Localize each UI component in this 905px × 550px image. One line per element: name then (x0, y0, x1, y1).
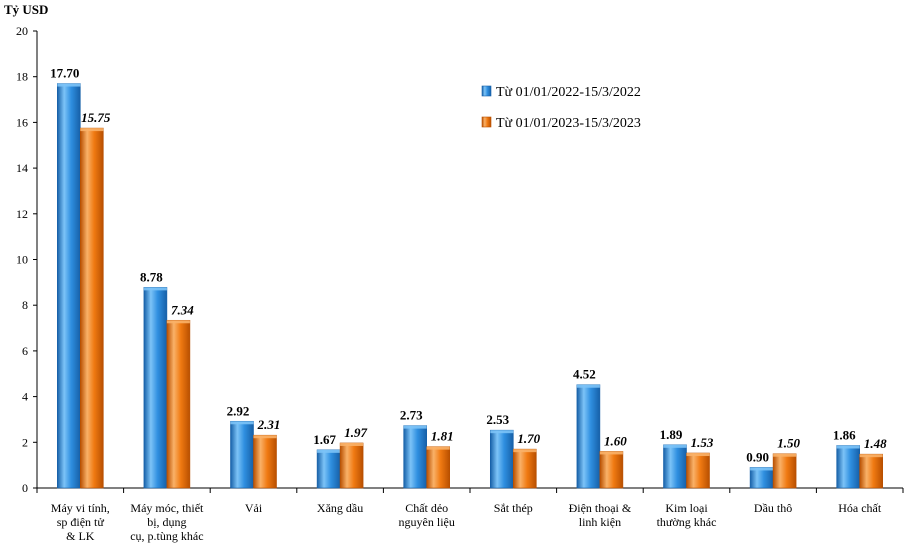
bar-top-highlight (773, 453, 797, 457)
y-tick-label: 20 (16, 24, 28, 38)
value-label-series-2: 1.48 (864, 436, 887, 451)
y-tick-label: 14 (16, 161, 28, 175)
legend-swatch-series-1 (481, 85, 492, 97)
bar-series-1 (403, 425, 428, 489)
value-label-series-1: 8.78 (140, 269, 163, 284)
bar-top-highlight (80, 128, 104, 132)
bar-top-highlight (750, 467, 774, 471)
y-tick-label: 6 (22, 344, 28, 358)
bar-series-2 (166, 319, 191, 489)
value-label-series-1: 4.52 (573, 367, 596, 382)
y-axis: 0 2 4 6 8 10 12 14 16 18 20 (16, 24, 38, 495)
value-label-series-1: 1.86 (833, 427, 856, 442)
value-label-series-2: 15.75 (81, 110, 111, 125)
bar-top-highlight (166, 320, 190, 324)
bar-series-2 (339, 442, 364, 489)
value-label-series-2: 1.97 (344, 425, 367, 440)
y-tick-label: 10 (16, 253, 28, 267)
bar-top-highlight (686, 453, 710, 457)
bar-series-1 (230, 420, 254, 489)
bar-series-1 (576, 384, 601, 489)
category-label: Kim loại thường khác (657, 501, 717, 529)
value-label-series-1: 0.90 (746, 449, 769, 464)
value-label-series-2: 1.50 (777, 436, 800, 451)
y-tick-label: 4 (22, 390, 28, 404)
bar-series-2 (512, 448, 537, 489)
bar-top-highlight (490, 430, 514, 434)
bar-series-2 (599, 451, 624, 489)
bars-group (56, 83, 884, 489)
legend-label-series-2: Từ 01/01/2023-15/3/2023 (496, 116, 641, 131)
y-axis-unit-label: Tỷ USD (4, 2, 48, 17)
y-tick-label: 12 (16, 207, 28, 221)
category-label: Điện thoại & linh kiện (569, 501, 632, 529)
bar-top-highlight (599, 451, 623, 455)
bar-top-highlight (340, 442, 364, 446)
category-label: Hóa chất (838, 501, 882, 515)
value-label-series-1: 17.70 (50, 66, 79, 81)
category-label: Vải (245, 501, 263, 515)
y-tick-label: 2 (22, 435, 28, 449)
y-tick-label: 0 (22, 481, 28, 495)
value-label-series-2: 1.60 (604, 433, 627, 448)
bar-series-1 (143, 287, 168, 489)
bar-top-highlight (859, 454, 883, 458)
bar-series-1 (836, 445, 861, 489)
y-tick-label: 18 (16, 70, 28, 84)
category-label: Sắt thép (494, 501, 533, 515)
value-label-series-2: 1.81 (431, 429, 454, 444)
value-label-series-1: 2.53 (486, 412, 509, 427)
bar-top-highlight (230, 421, 254, 425)
bar-series-1 (489, 429, 514, 489)
bar-top-highlight (317, 449, 341, 453)
bar-series-2 (426, 446, 451, 489)
value-labels-group: 17.70 15.75 8.78 7.34 2.92 2.31 1.67 1.97 2.73 1.… (50, 66, 887, 465)
category-label: Máy móc, thiết bị, dụng cụ, p.tùng khác (130, 501, 204, 543)
category-labels-group: Máy vi tính, sp điện tử & LK Máy móc, thiết… (51, 501, 882, 543)
legend-label-series-1: Từ 01/01/2022-15/3/2022 (496, 85, 641, 100)
value-label-series-1: 2.73 (400, 408, 423, 423)
category-label: Chất dẻo nguyên liệu (399, 501, 455, 529)
value-label-series-1: 1.67 (313, 432, 336, 447)
legend: Từ 01/01/2022-15/3/2022 Từ 01/01/2023-15/… (481, 85, 641, 131)
y-tick-label: 8 (22, 298, 28, 312)
legend-swatch-series-2 (481, 116, 492, 128)
bar-series-1 (56, 83, 81, 489)
category-label: Xăng dầu (317, 501, 363, 515)
bar-top-highlight (143, 287, 167, 291)
bar-top-highlight (253, 435, 277, 439)
category-label: Máy vi tính, sp điện tử & LK (51, 501, 110, 543)
value-label-series-1: 1.89 (660, 427, 683, 442)
value-label-series-2: 1.70 (517, 431, 540, 446)
bar-top-highlight (663, 444, 687, 448)
value-label-series-2: 1.53 (691, 435, 714, 450)
bar-series-2 (686, 452, 710, 489)
category-label: Dầu thô (754, 501, 792, 515)
y-tick-label: 16 (16, 115, 28, 129)
value-label-series-1: 2.92 (227, 403, 250, 418)
value-label-series-2: 7.34 (171, 302, 194, 317)
bar-top-highlight (576, 384, 600, 388)
bar-series-2 (253, 434, 277, 489)
bar-series-2 (859, 453, 884, 489)
bar-series-2 (80, 127, 104, 489)
bar-top-highlight (513, 449, 537, 453)
x-axis (36, 487, 904, 493)
bar-series-1 (749, 467, 774, 489)
bar-series-1 (316, 449, 341, 489)
bar-series-2 (772, 453, 797, 489)
bar-series-1 (663, 444, 687, 489)
value-label-series-2: 2.31 (257, 417, 281, 432)
bar-top-highlight (57, 83, 81, 87)
bar-top-highlight (426, 446, 450, 450)
bar-top-highlight (403, 425, 427, 429)
bar-top-highlight (836, 445, 860, 449)
